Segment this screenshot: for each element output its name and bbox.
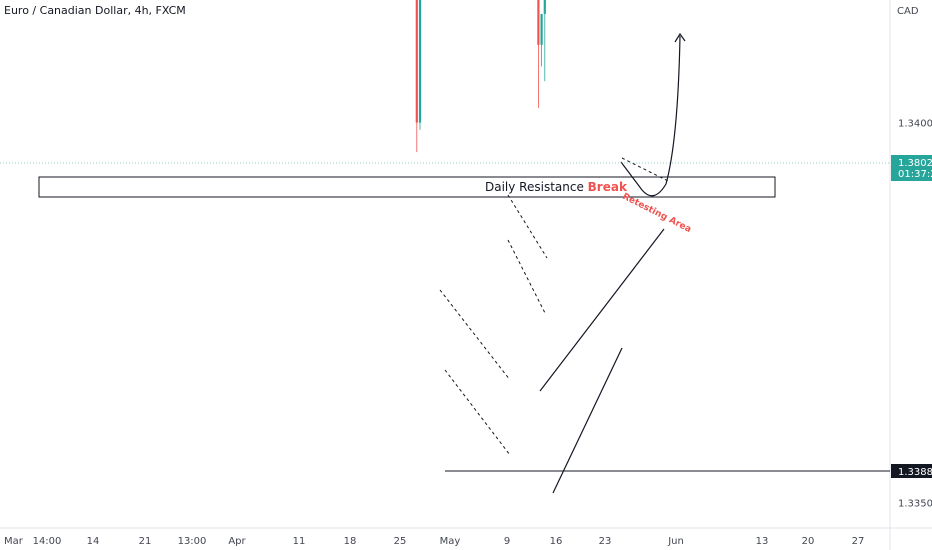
low-price-badge (891, 464, 932, 478)
time-tick-label: Jun (667, 536, 684, 547)
time-tick-label: May (440, 536, 461, 547)
currency-label: CAD (897, 6, 919, 17)
resistance-label-break: Break (588, 180, 628, 194)
price-tick-label: 1.33500 (898, 499, 932, 510)
channel-dash-1 (439, 289, 511, 381)
time-axis: Mar 14:00 14 21 13:00 Apr 11 18 25 May 9 16 23 Jun 13 2… (4, 536, 864, 547)
channel-dash-5 (621, 157, 669, 182)
projection-curve[interactable] (620, 35, 681, 197)
resistance-zone[interactable] (38, 176, 776, 198)
time-tick-label: 9 (504, 536, 510, 547)
channel-dash-3 (507, 194, 548, 259)
candle-up (543, 0, 546, 14)
candle-down (415, 0, 418, 123)
time-tick-label: 20 (802, 536, 815, 547)
time-tick-label: Mar (4, 536, 24, 547)
time-tick-label: 16 (550, 536, 563, 547)
upper-trendline[interactable] (539, 228, 665, 392)
arrow-head-icon (674, 32, 686, 43)
resistance-label-main: Daily Resistance (485, 180, 588, 194)
chart-title: Euro / Canadian Dollar, 4h, FXCM (4, 4, 186, 17)
time-tick-label: 13 (756, 536, 769, 547)
channel-dash-4 (507, 239, 546, 314)
lower-trendline[interactable] (552, 347, 623, 494)
time-tick-label: 14 (87, 536, 100, 547)
time-tick-label: 14:00 (33, 536, 62, 547)
candle-down (537, 0, 540, 45)
time-tick-label: 21 (139, 536, 152, 547)
candle-up (418, 0, 422, 123)
resistance-label: Daily Resistance Break (485, 180, 628, 194)
candles (415, 0, 546, 153)
countdown-value: 01:37:25 (898, 169, 932, 180)
candle-up (540, 13, 543, 45)
price-axis: 1.395001.390001.385001.375001.370001.365… (898, 119, 932, 510)
price-tick-label: 1.34000 (898, 119, 932, 130)
time-tick-label: Apr (228, 536, 246, 547)
low-price-value: 1.33886 (898, 467, 932, 478)
time-tick-label: 25 (394, 536, 407, 547)
time-tick-label: 23 (599, 536, 612, 547)
time-tick-label: 27 (852, 536, 865, 547)
time-tick-label: 11 (293, 536, 306, 547)
current-price-badge (891, 155, 932, 181)
time-tick-label: 18 (344, 536, 357, 547)
time-tick-label: 13:00 (178, 536, 207, 547)
